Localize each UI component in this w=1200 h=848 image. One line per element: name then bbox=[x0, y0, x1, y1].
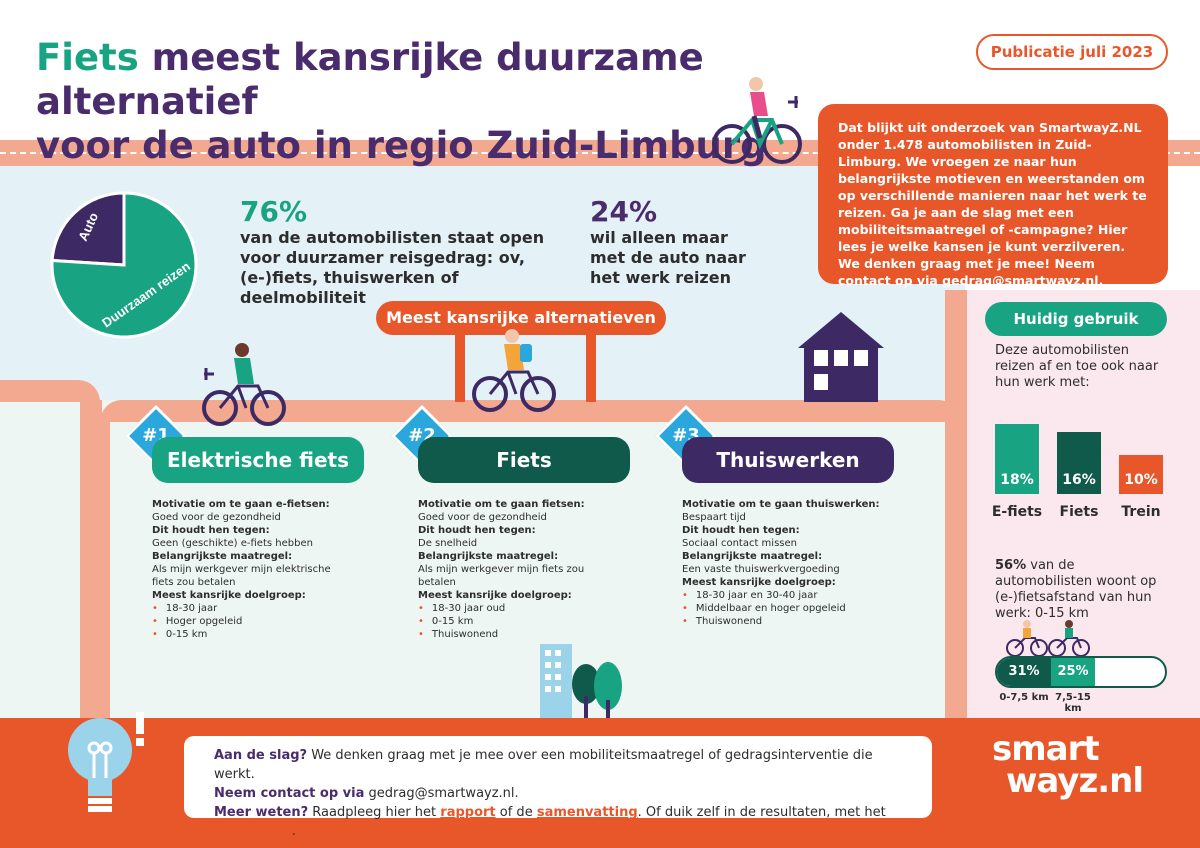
alternatives-sign: Meest kansrijke alternatieven bbox=[376, 301, 666, 335]
stat-auto-text: wil alleen maar met de auto naar het wer… bbox=[590, 228, 746, 287]
distance-label-0: 0-7,5 km bbox=[999, 692, 1049, 703]
call-to-action-box: Aan de slag? We denken graag met je mee … bbox=[184, 736, 932, 839]
card-title-0: Elektrische fiets bbox=[152, 437, 364, 483]
target-group-item: 18-30 jaar oud bbox=[418, 602, 618, 615]
target-group-item: Hoger opgeleid bbox=[152, 615, 352, 628]
pie-chart: Auto Duurzaam reizen bbox=[50, 191, 198, 339]
usage-bar-1: 16% bbox=[1057, 431, 1101, 494]
stat-open-text: van de automobilisten staat open voor du… bbox=[240, 228, 545, 307]
target-group-item: Middelbaar en hoger opgeleid bbox=[682, 602, 882, 615]
usage-bar-label: Trein bbox=[1121, 504, 1161, 520]
stat-auto-pct: 24% bbox=[590, 195, 658, 228]
samenvatting-link[interactable]: samenvatting bbox=[536, 805, 638, 820]
road-right-vertical bbox=[945, 290, 967, 720]
rapport-link[interactable]: rapport bbox=[440, 805, 496, 820]
road-left-vertical bbox=[80, 400, 102, 720]
usage-bar-value: 16% bbox=[1062, 471, 1096, 488]
two-cyclists-icon bbox=[1006, 620, 1090, 657]
current-usage-pill: Huidig gebruik bbox=[985, 302, 1167, 336]
cyclist-plug-icon bbox=[712, 77, 802, 164]
info-box: Dat blijkt uit onderzoek van SmartwayZ.N… bbox=[818, 104, 1168, 288]
target-group-item: Thuiswonend bbox=[418, 628, 618, 641]
road-middle bbox=[100, 400, 960, 422]
card-details-2: Motivatie om te gaan thuiswerken: Bespaar… bbox=[682, 498, 882, 628]
target-group-item: Thuiswonend bbox=[682, 615, 882, 628]
card-details-1: Motivatie om te gaan fietsen: Goed voor d… bbox=[418, 498, 618, 641]
dashboard-link[interactable]: dashboard bbox=[214, 824, 292, 839]
card-details-0: Motivatie om te gaan e-fietsen: Goed voor… bbox=[152, 498, 352, 641]
target-group-item: 0-15 km bbox=[418, 615, 618, 628]
usage-bar-value: 10% bbox=[1124, 471, 1158, 488]
house-icon bbox=[798, 312, 884, 402]
target-group-item: 0-15 km bbox=[152, 628, 352, 641]
card-title-1: Fiets bbox=[418, 437, 630, 483]
distance-progress-bar: 31% 25% bbox=[995, 656, 1167, 688]
publication-badge: Publicatie juli 2023 bbox=[976, 34, 1168, 70]
pie-slice-1 bbox=[50, 191, 198, 339]
distance-segment-0: 31% bbox=[997, 658, 1051, 686]
distance-stat: 56% van de automobilisten woont op (e-)f… bbox=[995, 558, 1157, 621]
sidebar-background bbox=[965, 290, 1200, 720]
page-title: Fiets meest kansrijke duurzame alternati… bbox=[36, 36, 767, 167]
usage-bar-value: 18% bbox=[1000, 472, 1034, 488]
target-group-item: 18-30 jaar bbox=[152, 602, 352, 615]
cyclist-bike-icon bbox=[472, 329, 556, 412]
lightbulb-icon bbox=[68, 712, 144, 812]
smartwayz-logo: smart wayz.nl bbox=[992, 729, 1144, 801]
pie-slice-0 bbox=[50, 191, 126, 267]
distance-segment-1: 25% bbox=[1051, 658, 1095, 686]
city-trees-icon bbox=[540, 644, 622, 720]
cyclist-ebike-icon bbox=[202, 343, 286, 426]
current-usage-intro: Deze automobilisten reizen af en toe ook… bbox=[995, 343, 1159, 390]
usage-bar-label: Fiets bbox=[1059, 504, 1099, 520]
usage-bar-label: E-fiets bbox=[991, 504, 1043, 520]
card-title-2: Thuiswerken bbox=[682, 437, 894, 483]
usage-bar-0: 18% bbox=[995, 424, 1039, 494]
distance-label-1: 7,5-15 km bbox=[1055, 692, 1091, 714]
road-left-inner bbox=[100, 420, 110, 720]
road-left-curve bbox=[0, 380, 100, 402]
usage-bar-2: 10% bbox=[1119, 455, 1163, 494]
target-group-item: 18-30 jaar en 30-40 jaar bbox=[682, 589, 882, 602]
stat-open-pct: 76% bbox=[240, 195, 308, 228]
